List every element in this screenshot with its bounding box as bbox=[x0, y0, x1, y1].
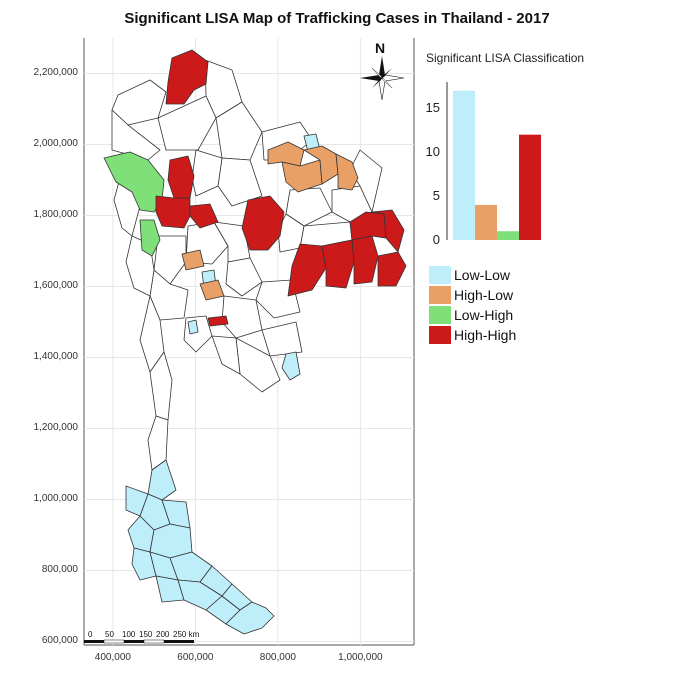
legend-swatch bbox=[429, 266, 451, 284]
hist-bar-low-high bbox=[497, 231, 519, 240]
legend-item-high-low: High-Low bbox=[429, 285, 516, 305]
y-tick-label: 1,800,000 bbox=[33, 209, 79, 221]
x-tick-label: 600,000 bbox=[177, 652, 214, 663]
hist-title: Significant LISA Classification bbox=[426, 51, 585, 65]
province-north-3 bbox=[157, 95, 217, 151]
province-central-5 bbox=[225, 257, 263, 297]
scale-bar-label: 200 bbox=[156, 630, 170, 639]
province-layer bbox=[103, 49, 407, 635]
province-central-10 bbox=[183, 315, 213, 353]
scale-bar bbox=[84, 639, 194, 644]
legend-label: Low-Low bbox=[454, 267, 511, 283]
province-south-ll-7 bbox=[131, 547, 157, 581]
province-central-8 bbox=[221, 295, 263, 339]
y-tick-label: 1,400,000 bbox=[33, 351, 79, 363]
hist-tick-label: 5 bbox=[432, 188, 440, 204]
legend-label: High-Low bbox=[454, 287, 514, 303]
y-tick-label: 2,000,000 bbox=[33, 138, 79, 150]
province-high-high-7 bbox=[321, 239, 355, 289]
legend-item-low-high: Low-High bbox=[429, 305, 516, 325]
x-tick-label: 1,000,000 bbox=[338, 652, 383, 663]
scale-bar-label: 50 bbox=[105, 630, 114, 639]
legend: Low-Low High-Low Low-High High-High bbox=[429, 265, 516, 345]
province-high-high-5 bbox=[241, 195, 285, 251]
hist-tick-label: 15 bbox=[425, 100, 440, 116]
legend-swatch bbox=[429, 326, 451, 344]
y-tick-label: 1,600,000 bbox=[33, 280, 79, 292]
province-ne-1 bbox=[285, 187, 333, 227]
y-tick-label: 800,000 bbox=[41, 564, 78, 576]
y-tick-label: 2,200,000 bbox=[33, 67, 79, 79]
legend-swatch bbox=[429, 286, 451, 304]
province-low-low-4 bbox=[281, 351, 301, 381]
province-south-ll-6 bbox=[149, 523, 193, 559]
hist-bar-high-high bbox=[519, 134, 541, 240]
legend-item-high-high: High-High bbox=[429, 325, 516, 345]
legend-item-low-low: Low-Low bbox=[429, 265, 516, 285]
province-north-4 bbox=[215, 101, 263, 161]
hist-tick-label: 0 bbox=[432, 232, 440, 247]
province-high-low-6 bbox=[199, 279, 225, 301]
province-north-5 bbox=[111, 109, 161, 161]
province-high-high-12 bbox=[207, 315, 229, 327]
north-arrow-icon bbox=[360, 56, 405, 101]
province-high-high-11 bbox=[377, 251, 407, 287]
x-tick-label: 800,000 bbox=[259, 652, 296, 663]
province-high-high-8 bbox=[351, 235, 379, 285]
y-tick-label: 1,000,000 bbox=[33, 493, 79, 505]
y-tick-label: 600,000 bbox=[41, 635, 78, 647]
legend-label: High-High bbox=[454, 327, 517, 343]
y-tick-label: 1,200,000 bbox=[33, 422, 79, 434]
province-high-low-4 bbox=[335, 153, 359, 191]
province-high-low-2 bbox=[281, 159, 323, 193]
province-east-2 bbox=[211, 335, 241, 375]
province-central-4 bbox=[153, 235, 187, 285]
hist-tick-label: 10 bbox=[425, 144, 440, 160]
legend-label: Low-High bbox=[454, 307, 514, 323]
hist-bars bbox=[453, 90, 541, 241]
north-label: N bbox=[375, 40, 386, 56]
province-south-ll-15 bbox=[225, 601, 275, 635]
scale-bar-label: 100 bbox=[122, 630, 136, 639]
province-low-low-3 bbox=[187, 319, 199, 335]
province-high-high-6 bbox=[287, 243, 327, 297]
province-west-3 bbox=[149, 351, 173, 421]
province-high-high-2 bbox=[167, 155, 195, 199]
scale-bar-label: 250 km bbox=[173, 630, 200, 639]
province-low-high-2 bbox=[139, 219, 161, 257]
hist-bar-low-low bbox=[453, 90, 475, 241]
province-central-9 bbox=[261, 321, 303, 357]
province-high-high-1 bbox=[165, 49, 209, 105]
province-high-high-4 bbox=[189, 203, 219, 229]
province-north-7 bbox=[191, 149, 223, 197]
map-title: Significant LISA Map of Trafficking Case… bbox=[124, 10, 550, 27]
scale-bar-label: 0 bbox=[88, 630, 93, 639]
legend-swatch bbox=[429, 306, 451, 324]
x-tick-label: 400,000 bbox=[94, 652, 131, 663]
hist-bar-high-low bbox=[475, 204, 497, 240]
scale-bar-label: 150 bbox=[139, 630, 153, 639]
province-south-ll-1 bbox=[147, 459, 177, 501]
province-high-high-3 bbox=[155, 195, 191, 229]
province-high-low-5 bbox=[181, 249, 205, 271]
